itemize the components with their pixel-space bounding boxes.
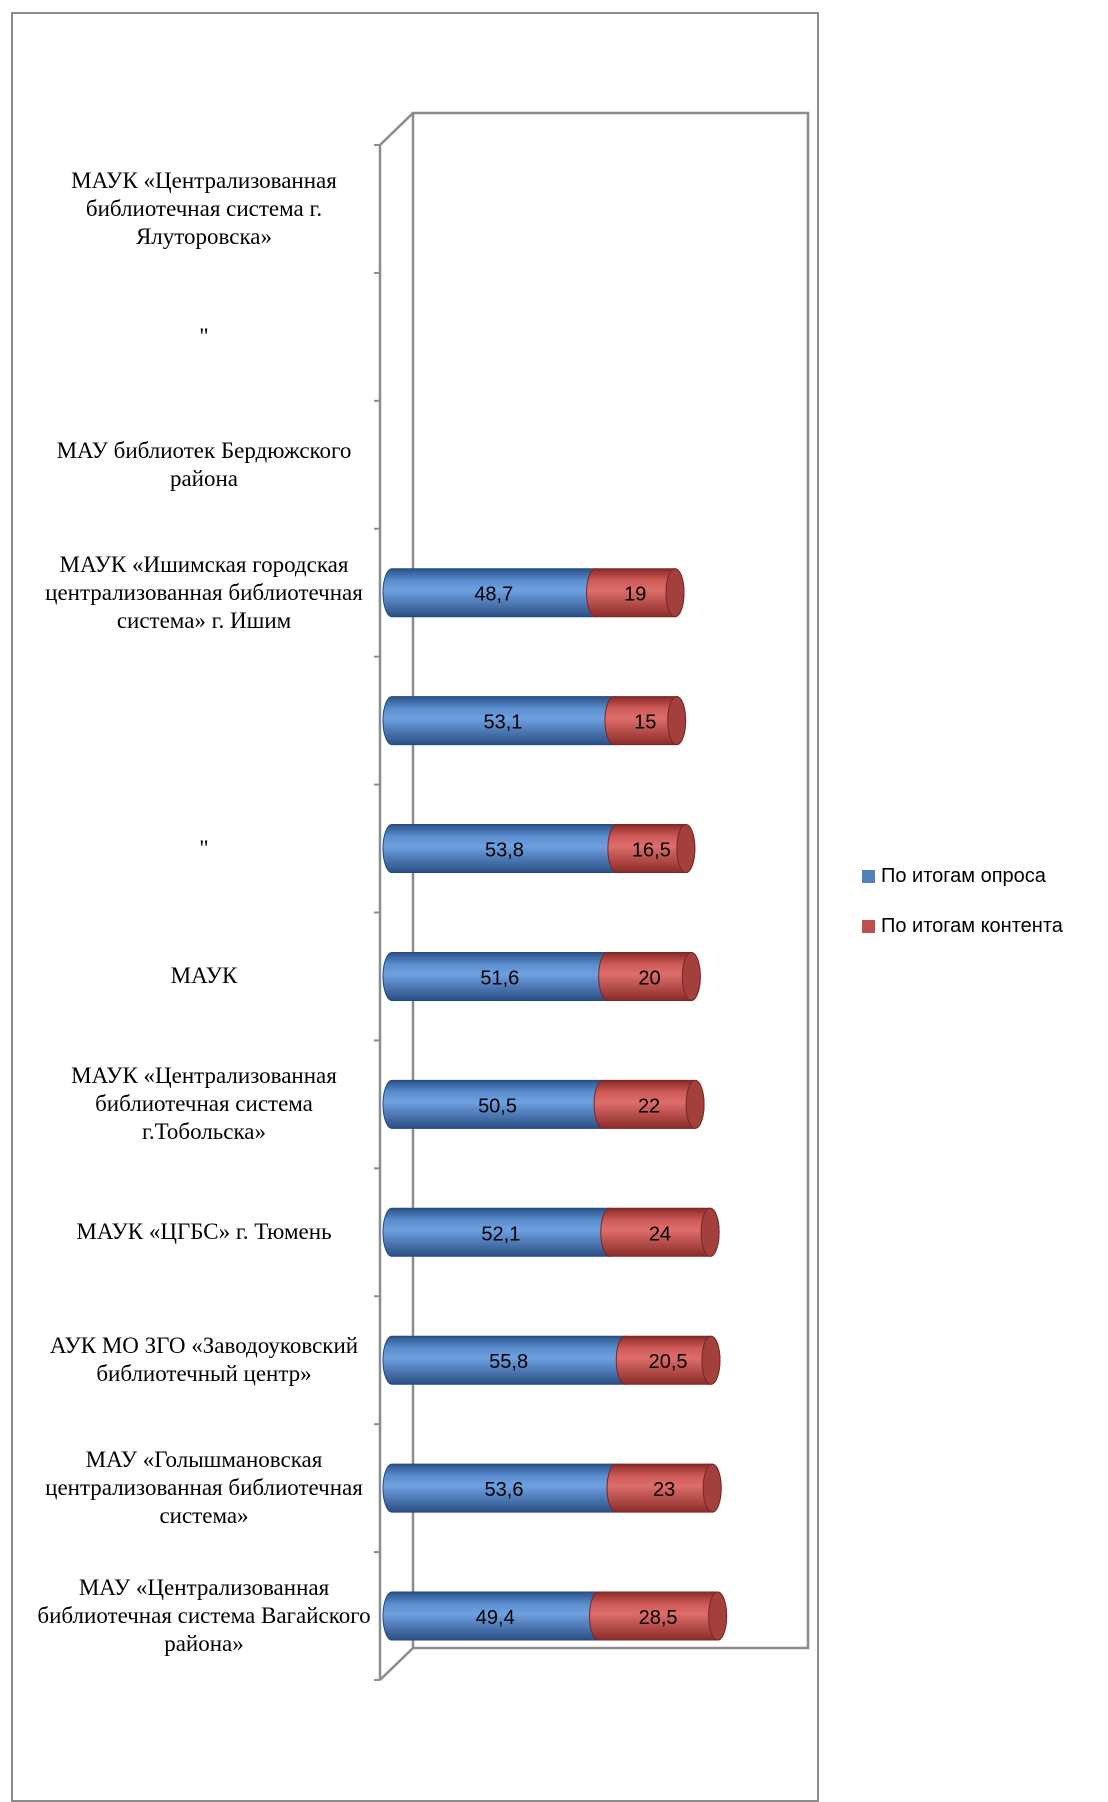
category-label: МАУ библиотек Бердюжского района (4, 437, 404, 493)
legend-item-content: По итогам контента (862, 912, 1063, 940)
axes (374, 111, 810, 1681)
category-label-line: МАУ «Голышмановская (85, 1447, 323, 1473)
bar-end-cap (667, 696, 687, 746)
bar-end-cap (700, 1207, 720, 1257)
category-label: " (4, 835, 404, 863)
data-label-content: 20 (638, 967, 660, 989)
category-label-line: МАУК «ЦГБС» г. Тюмень (76, 1219, 332, 1245)
data-label-survey: 53,8 (485, 840, 524, 862)
data-label-content: 20,5 (649, 1351, 688, 1373)
category-label-line: МАУК «Ишимская городская (59, 551, 349, 577)
category-label-line: МАУК (170, 963, 238, 989)
category-label-line: система» (159, 1503, 249, 1529)
category-label: МАУК «Централизованная библиотечная систе… (4, 167, 404, 251)
category-label: МАУ «Централизованная библиотечная систем… (4, 1574, 404, 1658)
data-label-survey: 48,7 (474, 584, 513, 606)
category-label-line: МАУ библиотек Бердюжского (56, 437, 352, 463)
legend: По итогам опроса По итогам контента (862, 862, 1063, 962)
bar-end-cap (708, 1591, 728, 1641)
category-label-line: МАУК «Централизованная (71, 167, 337, 193)
category-label-line: района» (164, 1631, 244, 1657)
data-label-survey: 55,8 (489, 1351, 528, 1373)
data-label-content: 22 (638, 1095, 660, 1117)
category-label-line: библиотечная система г. (85, 195, 323, 221)
legend-label-content: По итогам контента (881, 914, 1063, 937)
category-label-line: " (199, 323, 209, 349)
data-label-survey: 53,6 (485, 1479, 524, 1501)
category-label-line: " (199, 835, 209, 861)
category-label: МАУК «Централизованная библиотечная систе… (4, 1062, 404, 1146)
data-label-content: 15 (634, 712, 656, 734)
category-label-line: г.Тобольска» (141, 1119, 267, 1145)
bar-end-cap (702, 1463, 722, 1513)
category-label-line: централизованная библиотечная (45, 579, 363, 605)
bar-end-cap (665, 568, 685, 618)
legend-swatch-survey (862, 869, 875, 883)
category-label-line: централизованная библиотечная (45, 1475, 363, 1501)
data-label-survey: 49,4 (476, 1607, 515, 1629)
legend-swatch-content (862, 919, 875, 933)
data-label-content: 16,5 (632, 840, 671, 862)
data-label-survey: 50,5 (478, 1095, 517, 1117)
data-label-survey: 53,1 (484, 712, 523, 734)
category-label-line: района (169, 465, 239, 491)
category-label-line: МАУ «Централизованная (78, 1575, 330, 1601)
back-wall (411, 111, 810, 1650)
category-label-line: АУК МО ЗГО «Заводоуковский (49, 1333, 359, 1359)
data-label-content: 23 (653, 1479, 675, 1501)
category-label: МАУК «ЦГБС» г. Тюмень (4, 1218, 404, 1246)
category-label-line: библиотечная система Вагайского (37, 1603, 371, 1629)
bar-end-cap (685, 1079, 705, 1129)
bars: 48,7 19 53,1 15 53,8 16,5 51,6 20 50,5 22 52,1 24 55… (382, 568, 728, 1641)
bar-end-cap (676, 824, 696, 874)
category-label: МАУК (4, 962, 404, 990)
category-label-line: библиотечный центр» (96, 1361, 312, 1387)
bar-end-cap (701, 1335, 721, 1385)
legend-item-survey: По итогам опроса (862, 862, 1063, 890)
data-label-content: 19 (624, 584, 646, 606)
data-label-survey: 52,1 (481, 1223, 520, 1245)
category-label-line: МАУК «Централизованная (71, 1063, 337, 1089)
category-label: МАУК «Ишимская городская централизованная… (4, 551, 404, 635)
category-label-line: система» г. Ишим (116, 607, 292, 633)
category-label: МАУ «Голышмановская централизованная библ… (4, 1446, 404, 1530)
category-label-line: библиотечная система (95, 1091, 313, 1117)
data-label-content: 28,5 (639, 1607, 678, 1629)
category-label: " (4, 323, 404, 351)
bar-end-cap (681, 951, 701, 1001)
legend-label-survey: По итогам опроса (881, 864, 1046, 887)
category-label: АУК МО ЗГО «Заводоуковский библиотечный ц… (4, 1332, 404, 1388)
data-label-survey: 51,6 (480, 967, 519, 989)
data-label-content: 24 (649, 1223, 671, 1245)
category-label-line: Ялуторовска» (135, 223, 273, 249)
